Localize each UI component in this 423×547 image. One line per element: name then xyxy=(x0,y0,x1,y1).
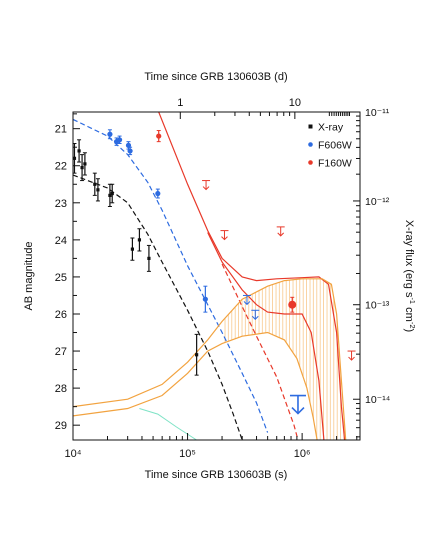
left-axis-label: AB magnitude xyxy=(23,241,35,310)
f160w-point xyxy=(156,133,162,139)
f160w-limit-arrow xyxy=(277,232,285,237)
x-tick-label: 10⁶ xyxy=(294,448,311,460)
xray-point xyxy=(108,193,112,197)
top-axis-label: Time since GRB 130603B (d) xyxy=(144,71,287,83)
legend-marker-f606w xyxy=(308,142,313,147)
f606w-point xyxy=(202,296,208,302)
f606w-point xyxy=(127,148,133,154)
right-tick-label: 10⁻¹¹ xyxy=(365,107,390,119)
top-tick-label: 10 xyxy=(289,97,301,109)
bottom-axis-label: Time since GRB 130603B (s) xyxy=(145,469,288,481)
y-tick-label: 23 xyxy=(55,198,67,210)
right-tick-label: 10⁻¹³ xyxy=(365,300,390,312)
xray-point xyxy=(72,156,77,160)
f160w-limit-arrow xyxy=(221,236,228,241)
model-curve-7 xyxy=(139,408,197,440)
x-tick-label: 10⁵ xyxy=(179,448,196,460)
legend: X-ray F606W F160W xyxy=(308,122,352,170)
model-curve-2 xyxy=(221,263,299,440)
f606w-limit-arrow xyxy=(251,315,259,320)
model-curve-3 xyxy=(158,112,346,440)
f606w-point xyxy=(155,190,161,197)
f606w-point xyxy=(116,137,123,143)
legend-marker-f160w xyxy=(308,160,313,165)
f606w-point xyxy=(125,142,132,148)
xray-point xyxy=(80,165,84,170)
data-point-layer xyxy=(72,129,356,415)
f160w-limit-arrow xyxy=(202,186,210,191)
y-tick-label: 25 xyxy=(55,272,67,284)
x-tick-label: 10⁴ xyxy=(65,448,82,460)
top-tick-label: 1 xyxy=(177,97,183,109)
xray-point xyxy=(83,162,87,166)
f606w-limit-arrow xyxy=(291,406,305,415)
xray-point xyxy=(130,247,135,251)
f606w-point xyxy=(107,131,113,137)
axis-tick-layer: 10⁴ 10⁵ 10⁶ 1 10 21 22 23 24 25 26 27 28 29 10⁻¹¹ 10⁻¹²… xyxy=(55,97,390,460)
legend-label-f160w: F160W xyxy=(318,158,352,170)
xray-point xyxy=(96,188,100,192)
model-band xyxy=(222,278,346,440)
y-tick-label: 28 xyxy=(55,383,67,395)
right-axis-label: X-ray flux (erg s-1 cm-2) xyxy=(403,220,417,332)
f160w-limit-arrow xyxy=(348,356,355,361)
y-tick-label: 26 xyxy=(55,309,67,321)
model-curve-4 xyxy=(207,232,325,440)
xray-point xyxy=(147,256,151,260)
model-curve-5 xyxy=(73,331,318,440)
plot-frame xyxy=(72,111,361,441)
f606w-limit-arrow xyxy=(243,301,251,306)
right-tick-label: 10⁻¹⁴ xyxy=(365,394,390,406)
xray-point xyxy=(77,149,81,153)
right-tick-label: 10⁻¹² xyxy=(365,196,390,208)
model-curve-1 xyxy=(73,174,243,440)
xray-point xyxy=(137,238,142,242)
xray-point xyxy=(110,191,114,196)
y-tick-label: 22 xyxy=(55,161,67,173)
y-tick-label: 21 xyxy=(55,124,67,136)
y-tick-label: 24 xyxy=(55,235,67,247)
y-tick-label: 27 xyxy=(55,346,67,358)
legend-label-xray: X-ray xyxy=(318,122,344,134)
model-curve-6 xyxy=(73,278,347,440)
y-tick-label: 29 xyxy=(55,420,67,432)
legend-label-f606w: F606W xyxy=(318,140,352,152)
legend-marker-xray xyxy=(308,124,313,129)
xray-point xyxy=(195,353,199,357)
f160w-point xyxy=(288,300,297,309)
xray-point xyxy=(93,182,97,186)
model-band-layer xyxy=(222,278,346,440)
